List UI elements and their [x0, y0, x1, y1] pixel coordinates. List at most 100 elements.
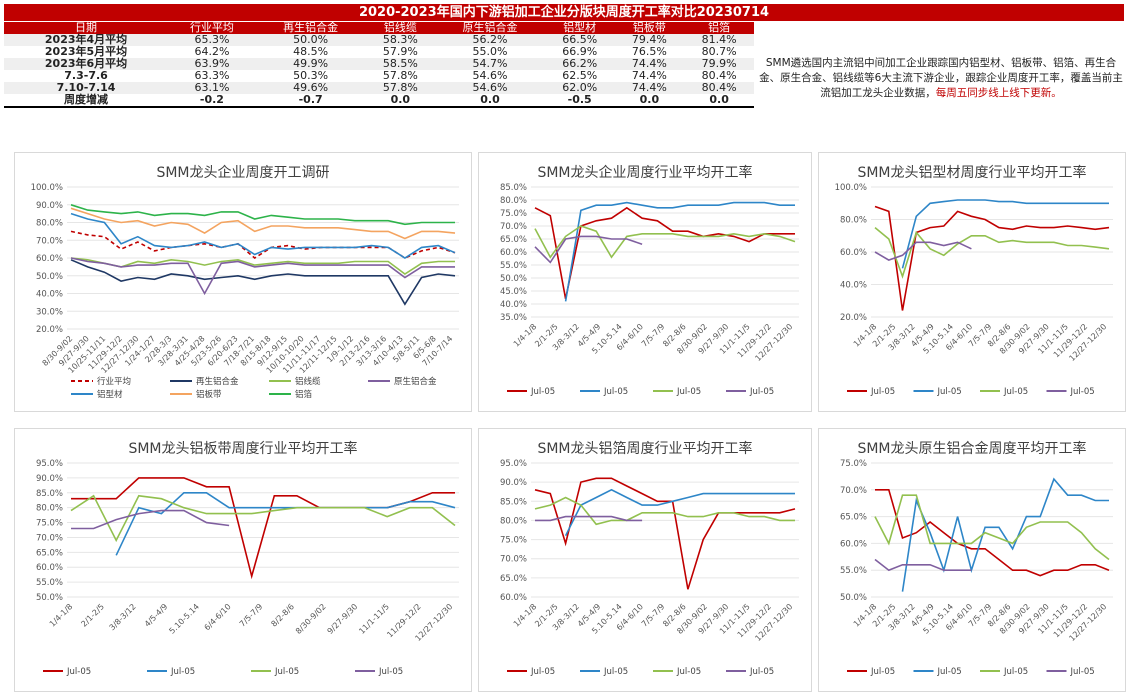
table-cell: 63.9% [168, 58, 256, 70]
y-tick-label: 65.0% [840, 513, 867, 523]
y-tick-label: 75.0% [500, 536, 527, 546]
y-tick-label: 20.0% [36, 325, 63, 335]
chart-title: SMM龙头铝板带周度行业平均开工率 [128, 440, 357, 457]
series-line [564, 488, 795, 537]
x-tick-label: 2/1-2/5 [79, 602, 106, 629]
table-cell: 81.4% [684, 34, 754, 46]
table-cell: 62.5% [562, 69, 598, 82]
row-label: 2023年6月平均 [4, 58, 169, 70]
chart-panel-2: SMM龙头企业周度行业平均开工率 85.0% 80.0% 75.0% 70.0% 65.0… [478, 152, 812, 412]
legend-label: Jul-05 [676, 667, 701, 677]
y-tick-label: 55.0% [500, 261, 527, 271]
chart-sheet-strip: SMM龙头铝板带周度行业平均开工率 95.0% 90.0% 85.0% 80.0% 75.… [36, 440, 459, 677]
table-title: 2020-2023年国内下游铝加工企业分版块周度开工率对比20230714 [4, 4, 1124, 21]
y-tick-label: 85.0% [36, 489, 63, 499]
table-cell: 80.7% [701, 45, 737, 58]
legend-label: 铝箔 [295, 389, 313, 400]
table-cell: 50.3% [293, 69, 329, 82]
x-tick-label: 7/5-7/9 [238, 602, 265, 629]
legend-label: Jul-05 [378, 667, 403, 677]
table-cell: 54.6% [435, 82, 545, 94]
table-row: 7.3-7.6 63.3% 50.3% 57.8% 54.6% 62.5% 74.4% 80.… [4, 70, 754, 82]
chart-profile: SMM龙头铝型材周度行业平均开工率 100.0% 80.0% 60.0% 40.0% 20… [835, 164, 1113, 397]
series-line [874, 226, 1110, 279]
series-line [70, 259, 456, 306]
header-cell: 再生铝合金 [255, 22, 366, 34]
y-tick-label: 80.0% [500, 196, 527, 206]
legend-label: 铝型材 [97, 389, 123, 400]
y-tick-label: 85.0% [500, 497, 527, 507]
series-line [70, 494, 456, 543]
chart-title: SMM龙头企业周度行业平均开工率 [537, 164, 752, 181]
y-tick-label: 60.0% [840, 539, 867, 549]
y-tick-label: 70.0% [840, 486, 867, 496]
table-row: 7.10-7.14 63.1% 49.6% 57.8% 54.6% 62.0% 74.4% 8… [4, 82, 754, 94]
legend-label: Jul-05 [170, 667, 195, 677]
row-label: 周度增减 [4, 94, 169, 108]
table-cell: 80.4% [684, 82, 754, 94]
table-cell: 58.3% [365, 34, 436, 46]
chart-title: SMM龙头铝型材周度行业平均开工率 [857, 164, 1086, 181]
legend-label: 行业平均 [97, 376, 131, 387]
table-cell: 49.9% [255, 58, 366, 70]
y-tick-label: 100.0% [31, 183, 63, 193]
table-cell: -0.7 [255, 94, 366, 108]
chart-primary-alloy: SMM龙头原生铝合金周度平均开工率 75.0% 70.0% 65.0% 60.0% 55.… [840, 440, 1113, 677]
y-tick-label: 35.0% [500, 313, 527, 323]
row-label: 2023年5月平均 [44, 45, 128, 58]
series-line [70, 212, 456, 259]
y-tick-label: 30.0% [36, 307, 63, 317]
y-tick-label: 40.0% [36, 290, 63, 300]
table-cell: 56.2% [435, 34, 545, 46]
y-tick-label: 75.0% [500, 209, 527, 219]
y-tick-label: 70.0% [36, 533, 63, 543]
table-cell: 48.5% [293, 45, 329, 58]
y-tick-label: 45.0% [500, 287, 527, 297]
header-cell: 原生铝合金 [435, 22, 545, 34]
y-tick-label: 50.0% [840, 593, 867, 603]
table-cell: 74.4% [614, 82, 685, 94]
table-cell: 76.5% [631, 45, 667, 58]
y-tick-label: 90.0% [36, 201, 63, 211]
table-cell: 65.3% [168, 34, 256, 46]
y-tick-label: 55.0% [36, 578, 63, 588]
series-line [70, 204, 455, 226]
table-header-row: 日期 行业平均 再生铝合金 铝线缆 原生铝合金 铝型材 铝板带 铝箔 [4, 22, 754, 34]
series-line [901, 199, 1109, 269]
x-tick-label: 3/8-3/12 [108, 602, 138, 632]
chart-industry-average: SMM龙头企业周度行业平均开工率 85.0% 80.0% 75.0% 70.0% 65.0… [500, 164, 799, 397]
series-line [534, 477, 796, 590]
series-line [874, 558, 972, 572]
legend-label: 原生铝合金 [394, 376, 437, 387]
y-tick-label: 75.0% [36, 519, 63, 529]
y-tick-label: 90.0% [36, 474, 63, 484]
table-cell: 0.0 [684, 94, 754, 108]
table-cell: 66.9% [562, 45, 598, 58]
legend-label: Jul-05 [530, 387, 555, 397]
table-cell: 50.0% [255, 34, 366, 46]
y-tick-label: 60.0% [840, 248, 867, 258]
y-tick-label: 20.0% [840, 313, 867, 323]
y-tick-label: 60.0% [500, 248, 527, 258]
x-tick-label: 8/2-8/6 [269, 602, 296, 629]
legend-label: Jul-05 [937, 667, 962, 677]
y-tick-label: 50.0% [500, 274, 527, 284]
table-cell: 74.4% [614, 58, 685, 70]
series-line [71, 509, 230, 530]
chart-panel-4: SMM龙头铝板带周度行业平均开工率 95.0% 90.0% 85.0% 80.0% 75.… [14, 428, 472, 692]
y-tick-label: 40.0% [840, 281, 867, 291]
table-row: 2023年6月平均 63.9% 49.9% 58.5% 54.7% 66.2% 74.4% 7… [4, 58, 754, 70]
legend-label: Jul-05 [1003, 387, 1028, 397]
chart-title: SMM龙头企业周度开工调研 [156, 164, 329, 181]
legend-label: Jul-05 [749, 387, 774, 397]
legend-label: Jul-05 [66, 667, 91, 677]
legend-label: Jul-05 [603, 667, 628, 677]
note-text: SMM遴选国内主流铝中间加工企业跟踪国内铝型材、铝板带、铝箔、再生合金、原生合金… [759, 57, 1123, 99]
x-tick-label: 6/4-6/10 [203, 602, 233, 632]
series-line [115, 492, 456, 556]
table-cell: 0.0 [614, 94, 685, 108]
row-label: 2023年4月平均 [4, 34, 169, 46]
legend-label: Jul-05 [870, 387, 895, 397]
header-cell: 行业平均 [168, 22, 256, 34]
y-tick-label: 70.0% [500, 222, 527, 232]
